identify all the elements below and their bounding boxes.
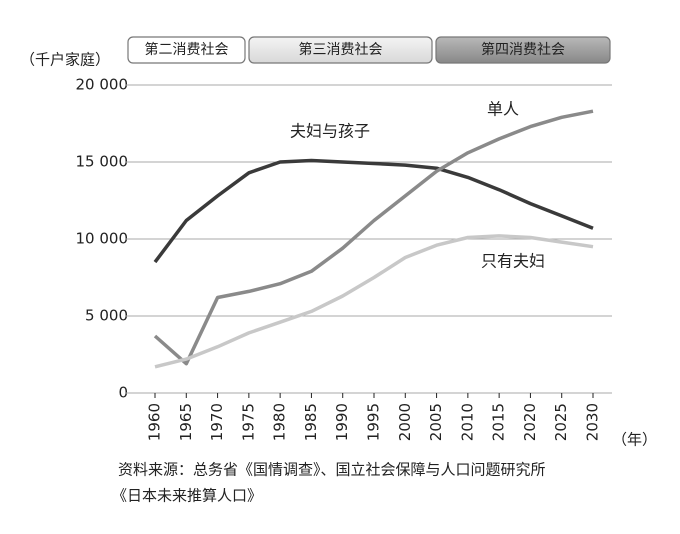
era-label: 第四消费社会 [481,41,565,58]
y-tick-label: 10 000 [76,230,129,248]
x-tick-label: 1995 [365,403,383,441]
line [153,158,594,264]
line [153,109,594,366]
x-tick-label: 2015 [490,403,508,441]
line [154,234,594,369]
y-tick-label: 0 [118,384,128,402]
x-tick-label: 1990 [333,403,351,441]
era-band [127,36,246,64]
x-tick-label: 2000 [396,403,414,441]
era-label: 第三消费社会 [299,41,383,58]
series-label: 单人 [487,100,519,119]
era-band [435,36,611,64]
era-band [248,36,433,64]
source: 资料来源：总务省《国情调查》、国立社会保障与人口问题研究所 [118,461,546,479]
y-tick-label: 15 000 [76,153,129,171]
series-label: 只有夫妇 [481,252,545,271]
x-tick-label: 2025 [552,403,570,441]
x-tick-label: 1975 [239,403,257,441]
x-tick-label: 2005 [427,403,445,441]
era-label: 第二消费社会 [145,41,229,58]
y-tick-label: 20 000 [76,76,129,94]
x-axis-label: （年） [612,431,657,449]
y-axis-label: （千户家庭） [20,51,110,69]
y-tick-label: 5 000 [85,307,128,325]
x-tick-label: 1980 [271,403,289,441]
x-tick-label: 1970 [208,403,226,441]
x-tick-label: 2030 [584,403,602,441]
x-tick-label: 1985 [302,403,320,441]
source: 《日本未来推算人口》 [112,487,262,505]
series-label: 夫妇与孩子 [290,122,370,141]
x-tick-label: 1965 [177,403,195,441]
x-tick-label: 1960 [146,403,164,441]
x-tick-label: 2010 [458,403,476,441]
x-tick-label: 2020 [521,403,539,441]
